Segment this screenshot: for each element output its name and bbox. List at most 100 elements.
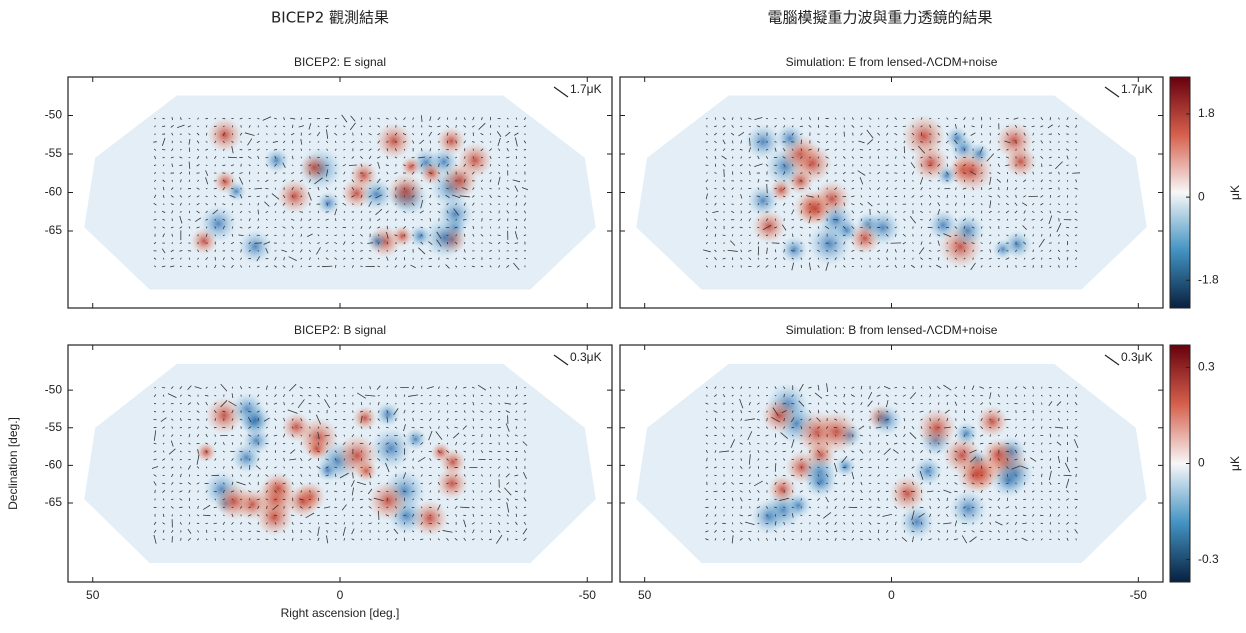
map-blob [457, 143, 492, 178]
polarization-dash [317, 403, 319, 404]
map-blob [815, 411, 857, 453]
map-blob [207, 118, 242, 153]
polarization-dash [895, 212, 897, 213]
polarization-dash [861, 165, 862, 166]
panel-title: Simulation: E from lensed-ΛCDM+noise [786, 55, 998, 69]
polarization-dash [938, 395, 939, 397]
header-left: BICEP2 觀測結果 [271, 9, 389, 27]
polarization-dash [1032, 181, 1033, 182]
polarization-dash [335, 482, 336, 484]
polarization-dash [896, 483, 897, 484]
polarization-dash [171, 403, 174, 404]
polarization-dash [860, 531, 863, 532]
x-tick-label: -50 [579, 588, 597, 602]
y-tick-label: -50 [45, 108, 63, 122]
polarization-dash [490, 125, 491, 128]
polarization-dash [964, 386, 965, 389]
polarization-dash [310, 427, 311, 429]
polarization-dash [334, 235, 336, 236]
polarization-dash [1024, 482, 1025, 485]
polarization-dash [801, 140, 802, 144]
y-tick-label: -55 [45, 420, 63, 434]
polarization-dash [1032, 443, 1034, 444]
polarization-dash [1041, 426, 1042, 429]
map-blob [914, 457, 943, 486]
polarization-dash [972, 419, 974, 420]
scale-bar [554, 87, 568, 97]
polarization-dash [214, 523, 217, 524]
polarization-dash [301, 242, 302, 244]
polarization-dash [1074, 499, 1077, 500]
polarization-dash [446, 475, 449, 476]
polarization-dash [456, 219, 457, 221]
y-axis-label: Declination [deg.] [6, 417, 20, 510]
polarization-dash [490, 483, 491, 485]
polarization-dash [973, 180, 974, 182]
polarization-dash [353, 395, 354, 396]
panel-title: BICEP2: E signal [294, 55, 386, 69]
polarization-dash [844, 118, 845, 120]
polarization-dash [877, 523, 880, 524]
polarization-dash [326, 499, 327, 500]
polarization-dash [1067, 180, 1068, 182]
polarization-dash [818, 403, 819, 405]
polarization-dash [749, 235, 751, 236]
sky-patch [636, 364, 1146, 563]
scale-bar [1105, 87, 1119, 97]
polarization-dash [810, 165, 811, 166]
map-panel [84, 96, 595, 290]
polarization-dash [404, 149, 405, 150]
polarization-dash [223, 196, 224, 197]
polarization-dash [886, 149, 888, 150]
polarization-dash [180, 403, 182, 404]
polarization-dash [421, 514, 422, 517]
polarization-dash [792, 459, 794, 460]
polarization-dash [498, 427, 501, 428]
y-tick-label: -65 [45, 223, 63, 237]
polarization-dash [181, 538, 182, 541]
map-blob [336, 434, 378, 476]
y-tick-label: -50 [45, 382, 63, 396]
polarization-dash [241, 538, 242, 540]
polarization-dash [723, 499, 725, 500]
polarization-dash [1049, 387, 1052, 388]
polarization-dash [809, 227, 811, 228]
polarization-dash [163, 530, 164, 533]
polarization-dash [516, 212, 518, 213]
map-blob [945, 126, 968, 149]
polarization-dash [913, 411, 914, 412]
map-blob [376, 123, 412, 159]
polarization-dash [972, 212, 974, 213]
colorbar-label: μK [1228, 456, 1242, 471]
polarization-dash [843, 435, 845, 436]
polarization-dash [757, 443, 759, 444]
polarization-dash [215, 467, 216, 468]
polarization-dash [989, 387, 991, 388]
map-blob [196, 442, 216, 462]
polarization-dash [446, 258, 448, 259]
scale-bar [1105, 355, 1119, 365]
polarization-dash [775, 249, 776, 252]
polarization-dash [707, 474, 708, 476]
polarization-dash [887, 157, 888, 159]
polarization-dash [724, 242, 725, 243]
polarization-dash [172, 514, 173, 516]
map-blob [353, 406, 377, 430]
polarization-dash [834, 491, 836, 492]
polarization-dash [249, 395, 250, 397]
polarization-dash [378, 483, 380, 484]
polarization-dash [498, 235, 501, 236]
map-blob [375, 402, 400, 427]
polarization-dash [878, 483, 880, 484]
polarization-dash [1059, 265, 1060, 268]
map-blob [436, 467, 468, 499]
polarization-dash [473, 157, 474, 159]
polarization-dash [343, 149, 345, 150]
map-blob [950, 490, 987, 527]
polarization-dash [525, 419, 526, 421]
map-blob [305, 437, 328, 460]
map-blob [215, 483, 252, 520]
polarization-dash [335, 204, 337, 205]
polarization-dash [791, 427, 794, 428]
